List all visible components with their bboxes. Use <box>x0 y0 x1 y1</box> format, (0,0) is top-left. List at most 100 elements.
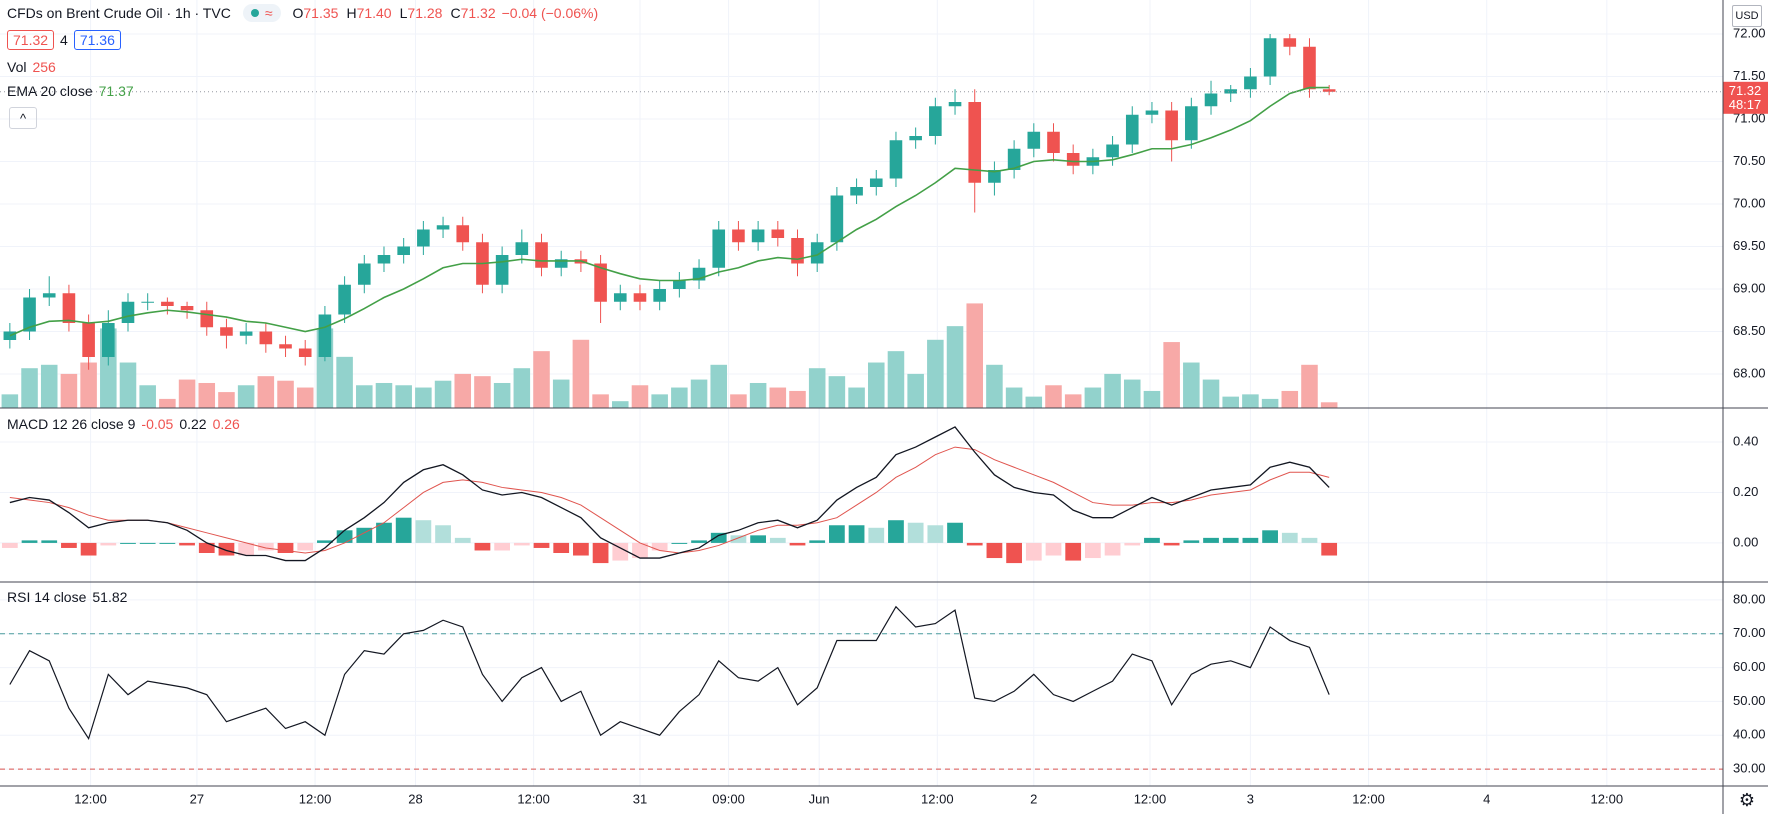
histogram-bar <box>1321 542 1338 556</box>
settings[interactable]: ⚙ <box>1738 790 1756 810</box>
candle-body <box>1244 76 1257 90</box>
histogram-bar <box>1065 542 1082 561</box>
histogram-bar <box>100 542 117 546</box>
histogram-bar <box>120 542 136 544</box>
collapse-button[interactable]: ^ <box>9 107 37 129</box>
candle-body <box>1185 106 1198 141</box>
histogram-bar <box>454 537 471 543</box>
histogram-bar <box>415 520 432 543</box>
histogram-bar <box>573 542 589 556</box>
candle-body <box>220 327 233 336</box>
histogram-bar <box>730 535 747 543</box>
histogram-bar <box>986 542 1003 559</box>
candle-body <box>121 301 135 323</box>
histogram-bar <box>1144 537 1160 543</box>
volume-bar <box>946 326 964 408</box>
histogram-bar <box>435 525 451 543</box>
x-tick-label: 12:00 <box>921 791 954 806</box>
candle-body <box>929 106 942 136</box>
histogram-bar <box>1222 537 1239 543</box>
volume-bar <box>80 362 97 408</box>
histogram-bar <box>947 522 963 543</box>
volume-bar <box>808 368 826 408</box>
legend-name: EMA 20 close <box>7 83 93 99</box>
histogram-bar <box>1281 532 1298 543</box>
volume-bar <box>395 385 412 408</box>
volume-bar <box>533 351 550 408</box>
macd-line <box>9 426 1330 562</box>
histogram-bar <box>1262 530 1278 543</box>
volume-bar <box>336 356 353 408</box>
y-tick-label: 40.00 <box>1733 727 1766 742</box>
histogram-bar <box>179 542 195 546</box>
candle-body <box>259 331 273 345</box>
volume-bar <box>454 373 472 408</box>
candle-body <box>1047 131 1060 153</box>
volume-bar <box>572 339 590 408</box>
legend-value: 256 <box>32 59 56 75</box>
histogram-bar <box>61 542 77 548</box>
x-tick-label: 4 <box>1483 791 1490 806</box>
histogram-bar <box>41 540 58 543</box>
legend-value: 0.26 <box>212 416 240 432</box>
volume-bar <box>690 379 708 408</box>
histogram-bar <box>1203 537 1219 543</box>
histogram-bar <box>1045 542 1062 556</box>
volume-bar <box>848 387 865 408</box>
symbol-title[interactable]: CFDs on Brent Crude Oil · 1h · TVC <box>7 5 231 21</box>
ask[interactable]: 71.36 <box>73 30 121 50</box>
volume-bar <box>612 401 629 408</box>
histogram-bar <box>159 542 176 544</box>
candle-body <box>554 259 568 268</box>
y-tick-label: 68.00 <box>1733 365 1766 380</box>
candle-body <box>397 246 410 255</box>
histogram-bar <box>513 542 530 546</box>
candle-body <box>732 229 745 243</box>
candle-body <box>791 238 804 264</box>
volume-bar <box>907 373 924 408</box>
candle-body <box>102 323 115 357</box>
candle-body <box>1263 38 1277 77</box>
histogram-bar <box>927 525 944 543</box>
volume-bar <box>749 382 767 408</box>
ohlc-value: 71.28 <box>407 5 443 21</box>
candle-body <box>1027 131 1041 149</box>
histogram-bar <box>395 517 412 543</box>
candle-body <box>869 178 883 187</box>
histogram-bar <box>1104 542 1121 556</box>
histogram-bar <box>1 542 18 548</box>
candle-body <box>1322 89 1336 92</box>
volume-bar <box>237 385 255 408</box>
volume-bar <box>60 373 78 408</box>
legend-value: 51.82 <box>92 589 128 605</box>
currency[interactable]: USD <box>1732 5 1762 27</box>
candle-body <box>456 225 470 243</box>
rsi-legend: RSI 14 close 51.82 <box>7 589 127 605</box>
bid[interactable]: 71.32 <box>7 30 55 50</box>
volume-bar <box>1242 394 1259 408</box>
candle-body <box>771 229 785 238</box>
candle-body <box>594 263 607 302</box>
volume-bar <box>1222 396 1239 408</box>
candle-body <box>141 301 154 303</box>
status-pill[interactable]: ≈ <box>242 4 281 22</box>
candle-body <box>436 225 450 230</box>
legend-name: Vol <box>7 59 27 75</box>
volume-bar <box>1163 342 1180 408</box>
x-tick-label: 31 <box>633 791 647 806</box>
ohlc-item: L71.28 <box>400 5 443 21</box>
volume-bar <box>651 394 668 408</box>
histogram-bar <box>1183 540 1200 543</box>
x-tick-label: 27 <box>190 791 204 806</box>
last-price-label: 71.32 <box>1729 83 1762 98</box>
volume-bar <box>769 387 787 408</box>
x-tick-label: 3 <box>1247 791 1254 806</box>
y-tick-label: 80.00 <box>1733 591 1766 606</box>
spread: 4 <box>60 32 68 48</box>
signal-line <box>9 446 1330 554</box>
volume-bar <box>159 398 176 408</box>
ohlc-item: H71.40 <box>346 5 391 21</box>
ema-legend: EMA 20 close 71.37 <box>7 83 134 99</box>
ohlc-value: 71.32 <box>460 5 496 21</box>
volume-bar <box>927 339 944 408</box>
